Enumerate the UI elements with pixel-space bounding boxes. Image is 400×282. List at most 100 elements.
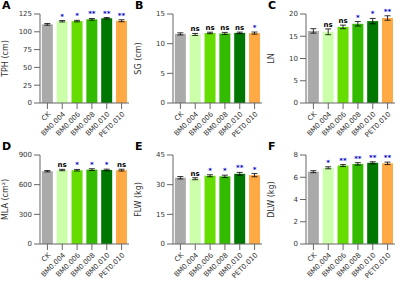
svg-text:*: * xyxy=(223,167,227,175)
svg-text:DLW (kg): DLW (kg) xyxy=(267,181,276,217)
svg-text:*: * xyxy=(208,167,212,175)
svg-text:BM0.006: BM0.006 xyxy=(187,110,215,138)
svg-text:25: 25 xyxy=(23,82,32,90)
svg-text:BM0.006: BM0.006 xyxy=(320,110,348,138)
svg-text:TPH (cm): TPH (cm) xyxy=(8,40,10,78)
svg-text:ns: ns xyxy=(117,161,126,169)
svg-text:0: 0 xyxy=(161,99,165,107)
svg-text:PET0.010: PET0.010 xyxy=(231,251,260,280)
svg-text:ns: ns xyxy=(235,24,244,32)
svg-text:100: 100 xyxy=(19,28,32,36)
svg-text:BM0.010: BM0.010 xyxy=(217,110,245,138)
svg-text:*: * xyxy=(75,12,79,20)
svg-text:BM0.010: BM0.010 xyxy=(350,251,378,279)
svg-text:BM0.004: BM0.004 xyxy=(172,251,201,279)
svg-text:BM0.008: BM0.008 xyxy=(335,251,363,279)
svg-text:**: ** xyxy=(339,157,347,165)
svg-text:LN: LN xyxy=(267,53,276,63)
svg-text:*: * xyxy=(75,161,79,169)
svg-text:CK: CK xyxy=(40,110,53,123)
svg-text:ns: ns xyxy=(191,170,200,178)
svg-text:45: 45 xyxy=(156,151,165,159)
svg-text:*: * xyxy=(90,161,94,169)
svg-text:*: * xyxy=(253,166,257,174)
svg-text:0: 0 xyxy=(161,240,165,248)
svg-text:15: 15 xyxy=(156,10,165,18)
svg-text:ns: ns xyxy=(220,24,229,32)
svg-text:ns: ns xyxy=(205,24,214,32)
svg-text:*: * xyxy=(105,161,109,169)
svg-text:0: 0 xyxy=(294,240,298,248)
svg-text:**: ** xyxy=(118,12,126,20)
svg-text:ns: ns xyxy=(324,21,333,29)
svg-text:*: * xyxy=(253,24,257,32)
svg-text:BM0.006: BM0.006 xyxy=(187,251,215,279)
svg-text:6: 6 xyxy=(294,174,299,182)
svg-text:4: 4 xyxy=(294,196,299,204)
svg-text:0: 0 xyxy=(294,99,298,107)
svg-text:10: 10 xyxy=(156,40,165,48)
svg-text:PET0.010: PET0.010 xyxy=(364,251,392,280)
svg-text:30: 30 xyxy=(156,181,165,189)
svg-text:PET0.010: PET0.010 xyxy=(231,110,260,139)
svg-text:BM0.004: BM0.004 xyxy=(39,251,68,279)
svg-text:BM0.004: BM0.004 xyxy=(39,110,68,138)
svg-text:CK: CK xyxy=(40,251,53,264)
svg-text:BM0.006: BM0.006 xyxy=(54,110,82,138)
svg-text:75: 75 xyxy=(23,46,32,54)
svg-text:CK: CK xyxy=(173,110,186,123)
svg-text:BM0.010: BM0.010 xyxy=(217,251,245,279)
svg-text:*: * xyxy=(60,13,64,21)
svg-text:15: 15 xyxy=(289,33,298,41)
svg-text:SG (cm): SG (cm) xyxy=(134,42,143,74)
svg-text:125: 125 xyxy=(19,10,32,18)
svg-text:**: ** xyxy=(236,164,244,172)
svg-text:BM0.006: BM0.006 xyxy=(54,251,82,279)
svg-text:*: * xyxy=(356,14,360,22)
svg-text:**: ** xyxy=(384,8,392,16)
svg-text:**: ** xyxy=(88,10,96,18)
svg-text:5: 5 xyxy=(294,77,298,85)
svg-text:**: ** xyxy=(103,10,111,18)
svg-text:8: 8 xyxy=(294,151,298,159)
svg-text:FLW (kg): FLW (kg) xyxy=(134,182,143,217)
svg-text:BM0.008: BM0.008 xyxy=(69,251,97,279)
svg-text:PET0.010: PET0.010 xyxy=(98,110,127,139)
svg-text:0: 0 xyxy=(28,240,32,248)
svg-text:BM0.010: BM0.010 xyxy=(84,251,112,279)
svg-text:PET0.010: PET0.010 xyxy=(98,251,127,280)
svg-text:50: 50 xyxy=(23,64,32,72)
svg-text:2: 2 xyxy=(294,218,298,226)
svg-text:300: 300 xyxy=(19,211,32,219)
svg-text:600: 600 xyxy=(19,181,32,189)
svg-text:**: ** xyxy=(369,154,377,162)
svg-text:BM0.004: BM0.004 xyxy=(305,110,334,138)
svg-text:*: * xyxy=(371,10,375,18)
svg-text:CK: CK xyxy=(306,251,319,264)
svg-text:BM0.010: BM0.010 xyxy=(84,110,112,138)
svg-text:BM0.008: BM0.008 xyxy=(335,110,363,138)
svg-text:ns: ns xyxy=(191,25,200,33)
svg-text:BM0.008: BM0.008 xyxy=(202,251,230,279)
svg-text:BM0.004: BM0.004 xyxy=(305,251,334,279)
svg-text:0: 0 xyxy=(28,99,32,107)
svg-text:BM0.010: BM0.010 xyxy=(350,110,378,138)
svg-text:BM0.008: BM0.008 xyxy=(69,110,97,138)
svg-text:20: 20 xyxy=(289,10,298,18)
svg-text:900: 900 xyxy=(19,151,32,159)
svg-text:CK: CK xyxy=(306,110,319,123)
svg-text:*: * xyxy=(326,159,330,167)
svg-text:PET0.010: PET0.010 xyxy=(364,110,392,139)
svg-text:5: 5 xyxy=(161,70,165,78)
svg-text:BM0.008: BM0.008 xyxy=(202,110,230,138)
svg-text:ns: ns xyxy=(338,17,347,25)
svg-text:CK: CK xyxy=(173,251,186,264)
svg-text:**: ** xyxy=(354,155,362,163)
svg-text:BM0.006: BM0.006 xyxy=(320,251,348,279)
svg-text:15: 15 xyxy=(156,211,165,219)
svg-text:ns: ns xyxy=(58,161,67,169)
svg-text:BM0.004: BM0.004 xyxy=(172,110,201,138)
svg-text:**: ** xyxy=(384,154,392,162)
svg-text:MLA (cm²): MLA (cm²) xyxy=(8,179,10,220)
svg-text:10: 10 xyxy=(289,55,298,63)
